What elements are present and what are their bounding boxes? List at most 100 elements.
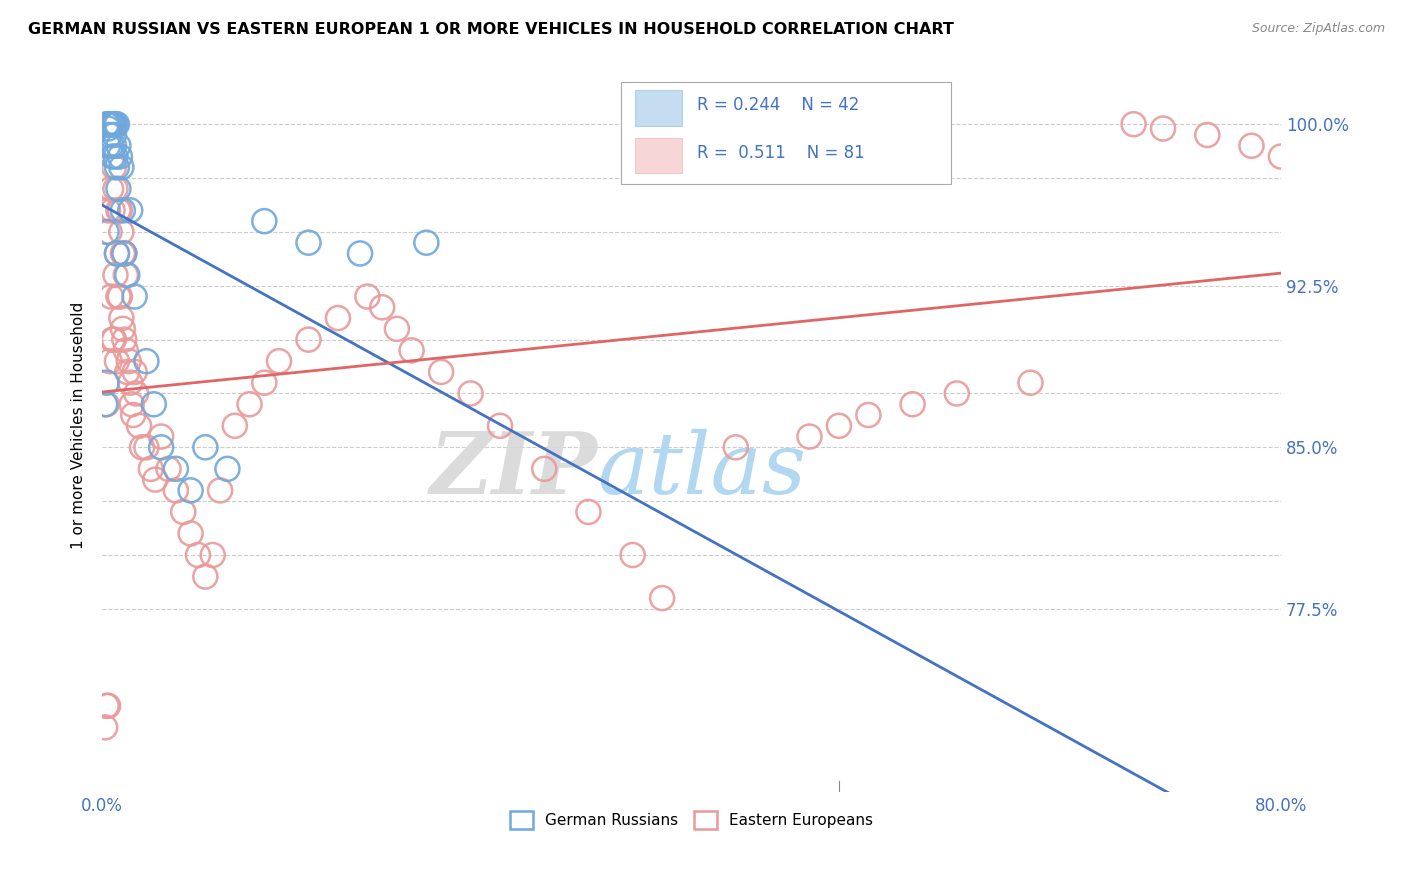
Y-axis label: 1 or more Vehicles in Household: 1 or more Vehicles in Household — [72, 302, 86, 549]
Point — [103, 128, 125, 142]
Point — [238, 397, 260, 411]
Point — [1270, 149, 1292, 163]
Point — [135, 354, 157, 368]
Point — [120, 376, 142, 390]
Point — [578, 505, 600, 519]
Point — [139, 462, 162, 476]
Point — [131, 440, 153, 454]
Point — [105, 161, 128, 175]
FancyBboxPatch shape — [636, 90, 682, 126]
Point — [108, 289, 131, 303]
Point — [96, 225, 118, 239]
Point — [143, 473, 166, 487]
Point — [150, 440, 173, 454]
Point — [1197, 128, 1219, 142]
Text: ZIP: ZIP — [429, 428, 598, 511]
Point — [110, 225, 132, 239]
Point — [124, 289, 146, 303]
Point — [1122, 117, 1144, 131]
Point — [117, 365, 139, 379]
Point — [101, 203, 124, 218]
Point — [121, 397, 143, 411]
Text: R = 0.244    N = 42: R = 0.244 N = 42 — [697, 96, 860, 114]
Point — [101, 117, 124, 131]
Point — [267, 354, 290, 368]
Point — [297, 333, 319, 347]
Point — [103, 138, 125, 153]
Point — [97, 203, 120, 218]
Point — [1240, 138, 1263, 153]
Point — [98, 128, 121, 142]
Point — [112, 246, 135, 260]
Point — [103, 161, 125, 175]
Point — [98, 225, 121, 239]
Point — [110, 161, 132, 175]
Point — [858, 408, 880, 422]
Point — [104, 268, 127, 282]
Point — [124, 365, 146, 379]
Point — [101, 149, 124, 163]
Point — [724, 440, 747, 454]
Point — [108, 203, 131, 218]
Point — [97, 698, 120, 713]
Point — [349, 246, 371, 260]
Point — [172, 505, 194, 519]
Point — [98, 354, 121, 368]
Point — [187, 548, 209, 562]
Point — [1019, 376, 1042, 390]
Point — [101, 333, 124, 347]
Point — [326, 311, 349, 326]
Point — [104, 149, 127, 163]
Point — [96, 376, 118, 390]
Point — [98, 117, 121, 131]
Text: Source: ZipAtlas.com: Source: ZipAtlas.com — [1251, 22, 1385, 36]
Point — [100, 117, 122, 131]
Text: R =  0.511    N = 81: R = 0.511 N = 81 — [697, 145, 865, 162]
Point — [371, 301, 394, 315]
Point — [385, 322, 408, 336]
Point — [114, 268, 136, 282]
Point — [100, 182, 122, 196]
Point — [1152, 121, 1174, 136]
Point — [799, 429, 821, 443]
Point — [651, 591, 673, 606]
Point — [1315, 171, 1337, 186]
Point — [194, 569, 217, 583]
Point — [120, 203, 142, 218]
Point — [415, 235, 437, 250]
Text: atlas: atlas — [598, 428, 807, 511]
Point — [104, 117, 127, 131]
Point — [105, 117, 128, 131]
Point — [135, 440, 157, 454]
Point — [108, 149, 131, 163]
Point — [297, 235, 319, 250]
Point — [356, 289, 378, 303]
FancyBboxPatch shape — [636, 138, 682, 173]
Point — [105, 246, 128, 260]
Point — [97, 121, 120, 136]
Point — [112, 246, 135, 260]
Point — [100, 289, 122, 303]
Point — [110, 311, 132, 326]
Point — [105, 354, 128, 368]
Point — [621, 548, 644, 562]
Point — [112, 333, 135, 347]
Point — [901, 397, 924, 411]
Point — [111, 246, 134, 260]
Legend: German Russians, Eastern Europeans: German Russians, Eastern Europeans — [505, 805, 879, 836]
Point — [401, 343, 423, 358]
Point — [114, 343, 136, 358]
Point — [117, 268, 139, 282]
Point — [111, 203, 134, 218]
Point — [253, 214, 276, 228]
Point — [946, 386, 969, 401]
Point — [103, 333, 125, 347]
Point — [105, 246, 128, 260]
Point — [209, 483, 232, 498]
Point — [201, 548, 224, 562]
Point — [533, 462, 555, 476]
Point — [122, 408, 145, 422]
Point — [94, 720, 117, 734]
Point — [253, 376, 276, 390]
Point — [103, 117, 125, 131]
